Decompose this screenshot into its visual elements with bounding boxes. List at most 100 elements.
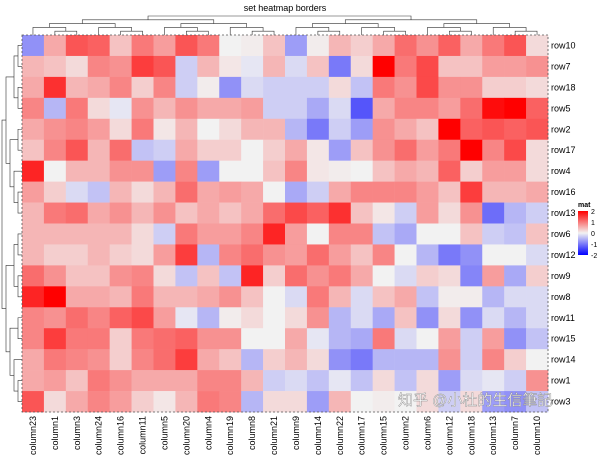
heatmap-cell	[109, 328, 132, 350]
heatmap-cell	[394, 35, 417, 57]
heatmap-cell	[241, 265, 264, 287]
heatmap-cell	[219, 202, 242, 224]
heatmap-cell	[241, 139, 264, 161]
heatmap-cell	[219, 97, 242, 120]
heatmap-cell	[175, 286, 198, 308]
heatmap-cell	[153, 160, 176, 182]
heatmap-cell	[372, 244, 395, 266]
heatmap-cell	[175, 244, 198, 266]
heatmap-cell	[65, 370, 89, 392]
heatmap-cell	[65, 76, 89, 99]
heatmap-cell	[285, 181, 308, 203]
heatmap-cell	[22, 160, 45, 182]
heatmap-cell	[504, 55, 527, 78]
heatmap-cell	[109, 244, 132, 266]
heatmap-cell	[306, 118, 330, 141]
heatmap-cell	[65, 349, 89, 371]
column-label: column20	[181, 416, 191, 455]
heatmap-cell	[87, 97, 110, 120]
heatmap-cell	[87, 223, 110, 245]
heatmap-cell	[350, 160, 373, 182]
heatmap-cell	[416, 181, 439, 203]
row-label: row1	[551, 376, 571, 386]
heatmap-cell	[416, 223, 439, 245]
heatmap-cell	[175, 76, 198, 99]
heatmap-cell	[285, 286, 308, 308]
heatmap-cell	[460, 370, 483, 392]
heatmap-cell	[285, 307, 308, 329]
heatmap-cell	[131, 118, 154, 141]
heatmap-cell	[131, 223, 154, 245]
heatmap-cell	[394, 139, 417, 161]
heatmap-cell	[504, 265, 527, 287]
heatmap-cell	[460, 223, 483, 245]
heatmap-cell	[197, 118, 220, 141]
heatmap-cell	[22, 202, 45, 224]
dendrogram-branch	[317, 30, 341, 35]
heatmap-cell	[241, 181, 264, 203]
heatmap-cell	[504, 76, 527, 99]
heatmap-cell	[43, 265, 67, 287]
heatmap-cell	[526, 307, 549, 329]
heatmap-cell	[153, 181, 176, 203]
heatmap-cell	[285, 370, 308, 392]
heatmap-cell	[22, 139, 45, 161]
heatmap-cell	[460, 202, 483, 224]
color-legend: mat 2 1 0 -1 -2	[578, 202, 597, 260]
heatmap-cell	[416, 370, 439, 392]
heatmap-cell	[22, 391, 45, 413]
column-dendrogram	[32, 15, 538, 35]
heatmap-cell	[504, 328, 527, 350]
heatmap-cell	[504, 391, 527, 413]
heatmap-cell	[131, 160, 154, 182]
heatmap-cell	[416, 76, 439, 99]
dendrogram-branch	[17, 45, 22, 67]
dendrogram-branch	[344, 19, 478, 24]
heatmap-cell	[438, 97, 461, 120]
heatmap-cell	[350, 118, 373, 141]
heatmap-cell	[285, 265, 308, 287]
heatmap-cell	[416, 307, 439, 329]
heatmap-cell	[372, 35, 395, 57]
heatmap-cell	[241, 76, 264, 99]
heatmap-cell	[306, 139, 330, 161]
heatmap-cell	[350, 181, 373, 203]
heatmap-cell	[526, 202, 549, 224]
heatmap-cell	[153, 286, 176, 308]
heatmap-cell	[372, 223, 395, 245]
heatmap-cell	[306, 307, 330, 329]
heatmap-cell	[109, 307, 132, 329]
heatmap-cell	[438, 307, 461, 329]
heatmap-cell	[22, 181, 45, 203]
heatmap-cell	[482, 307, 505, 329]
heatmap-cell	[109, 55, 132, 78]
heatmap-cell	[109, 370, 132, 392]
heatmap-cell	[328, 244, 352, 266]
heatmap-cell	[482, 76, 505, 99]
heatmap-cell	[43, 244, 67, 266]
heatmap-cell	[504, 244, 527, 266]
heatmap-cell	[197, 307, 220, 329]
heatmap-cell	[109, 97, 132, 120]
heatmap-cell	[175, 349, 198, 371]
heatmap-cell	[394, 55, 417, 78]
heatmap-cell	[131, 349, 154, 371]
heatmap-cell	[285, 328, 308, 350]
heatmap-cell	[526, 349, 549, 371]
heatmap-cell	[328, 181, 352, 203]
heatmap-cell	[65, 160, 89, 182]
row-label: row9	[551, 271, 571, 281]
dendrogram-branch	[443, 23, 510, 28]
dendrogram-branch	[9, 139, 18, 188]
heatmap-cell	[241, 349, 264, 371]
dendrogram-branch	[17, 275, 22, 298]
heatmap-cell	[43, 391, 67, 413]
heatmap-cell	[109, 391, 132, 413]
row-label: row18	[551, 82, 576, 92]
heatmap-cell	[43, 76, 67, 99]
heatmap-cell	[482, 265, 505, 287]
dendrogram-branch	[5, 76, 14, 164]
heatmap-cell	[87, 286, 110, 308]
heatmap-cell	[87, 35, 110, 57]
